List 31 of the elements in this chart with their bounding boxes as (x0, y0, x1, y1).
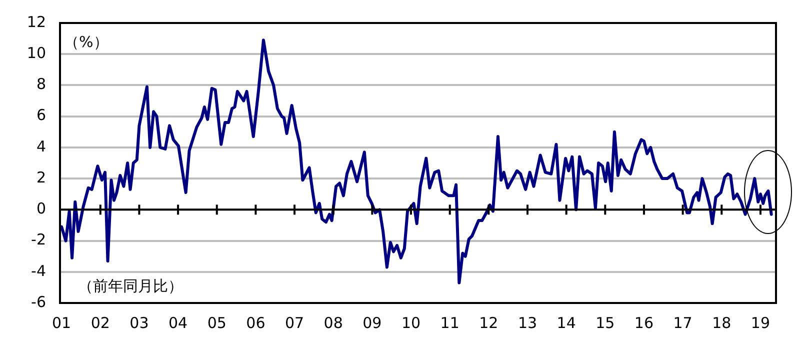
x-tick-label: 14 (556, 314, 576, 332)
y-tick-label: 2 (36, 168, 46, 186)
x-tick-label: 18 (712, 314, 732, 332)
x-tick-label: 12 (479, 314, 498, 332)
x-tick-label: 07 (284, 314, 304, 332)
x-tick-label: 06 (246, 314, 266, 332)
y-axis-title: （%） (64, 32, 108, 51)
y-tick-label: 0 (36, 200, 46, 218)
y-tick-label: 6 (36, 106, 46, 124)
x-tick-label: 02 (90, 314, 110, 332)
x-tick-label: 03 (130, 314, 149, 332)
annotation: （前年同月比） (78, 276, 183, 295)
y-tick-label: 12 (26, 12, 46, 31)
x-tick-label: 13 (518, 314, 538, 332)
x-tick-label: 15 (596, 314, 615, 332)
x-tick-label: 05 (207, 314, 226, 332)
x-tick-label: 09 (362, 314, 382, 332)
y-tick-label: 4 (36, 137, 46, 156)
x-tick-label: 11 (440, 314, 460, 332)
x-tick-label: 16 (634, 314, 654, 332)
x-tick-label: 17 (673, 314, 692, 332)
y-tick-label: -4 (31, 262, 46, 280)
x-tick-label: 08 (324, 314, 343, 332)
y-tick-label: -2 (31, 230, 46, 249)
y-tick-label: 10 (26, 44, 46, 62)
y-tick-label: 8 (36, 75, 46, 94)
x-tick-label: 04 (168, 314, 188, 332)
y-tick-label: -6 (31, 292, 46, 311)
x-tick-label: 10 (401, 314, 421, 332)
x-tick-label: 19 (750, 314, 770, 332)
x-tick-label: 01 (52, 314, 72, 332)
